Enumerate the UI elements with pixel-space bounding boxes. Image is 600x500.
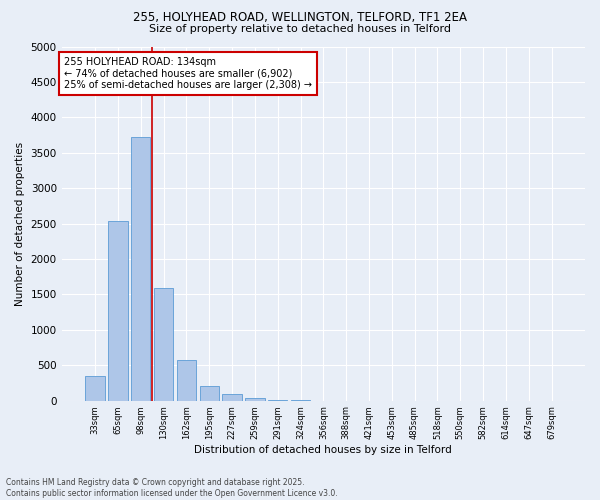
Bar xyxy=(223,394,242,400)
X-axis label: Distribution of detached houses by size in Telford: Distribution of detached houses by size … xyxy=(194,445,452,455)
Bar xyxy=(177,360,196,401)
Text: 255, HOLYHEAD ROAD, WELLINGTON, TELFORD, TF1 2EA: 255, HOLYHEAD ROAD, WELLINGTON, TELFORD,… xyxy=(133,11,467,24)
Bar xyxy=(200,386,219,400)
Bar xyxy=(131,137,151,400)
Y-axis label: Number of detached properties: Number of detached properties xyxy=(15,142,25,306)
Bar xyxy=(154,288,173,401)
Text: Size of property relative to detached houses in Telford: Size of property relative to detached ho… xyxy=(149,24,451,34)
Text: 255 HOLYHEAD ROAD: 134sqm
← 74% of detached houses are smaller (6,902)
25% of se: 255 HOLYHEAD ROAD: 134sqm ← 74% of detac… xyxy=(64,57,312,90)
Bar xyxy=(85,376,105,400)
Bar xyxy=(245,398,265,400)
Bar xyxy=(108,222,128,400)
Text: Contains HM Land Registry data © Crown copyright and database right 2025.
Contai: Contains HM Land Registry data © Crown c… xyxy=(6,478,338,498)
